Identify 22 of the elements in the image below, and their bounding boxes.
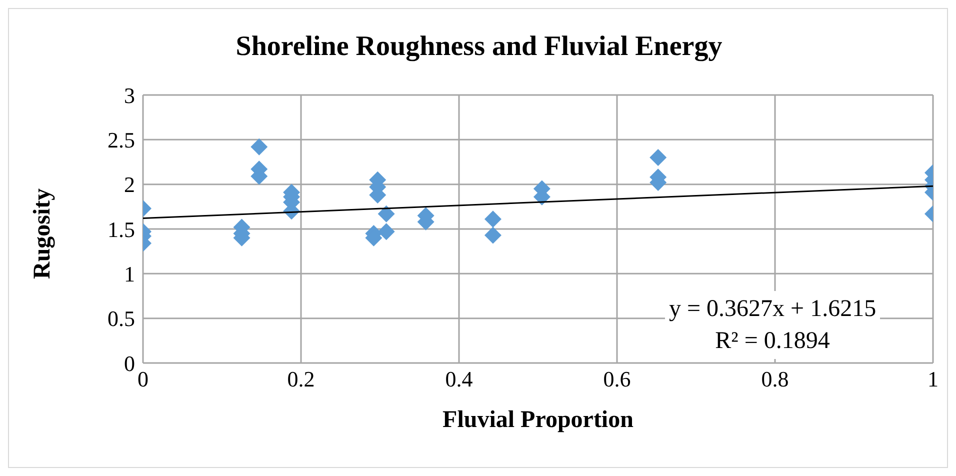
y-tick-label: 1.5 <box>108 216 135 242</box>
point <box>378 223 395 240</box>
point <box>484 226 502 244</box>
y-tick-label: 2 <box>124 172 135 198</box>
x-tick-label: 1 <box>928 366 938 392</box>
x-tick-label: 0.4 <box>445 366 473 392</box>
point <box>484 210 502 228</box>
y-tick-label: 1 <box>124 261 135 286</box>
y-tick-label: 3 <box>124 82 135 108</box>
point <box>250 138 268 156</box>
x-tick-label: 0.8 <box>761 366 789 392</box>
y-axis-title: Rugosity <box>30 188 56 279</box>
x-tick-label: 0.2 <box>287 366 315 392</box>
point <box>378 205 395 222</box>
y-tick-label: 0.5 <box>108 306 135 332</box>
y-tick-label: 2.5 <box>108 127 135 152</box>
x-tick-label: 0.6 <box>603 366 631 392</box>
x-axis-title: Fluvial Proportion <box>442 407 634 433</box>
y-tick-label: 0 <box>124 350 135 376</box>
annotation: R² = 0.1894 <box>714 327 831 356</box>
chart-title: Shoreline Roughness and Fluvial Energy <box>234 31 724 63</box>
annotation: y = 0.3627x + 1.6215 <box>669 295 876 324</box>
